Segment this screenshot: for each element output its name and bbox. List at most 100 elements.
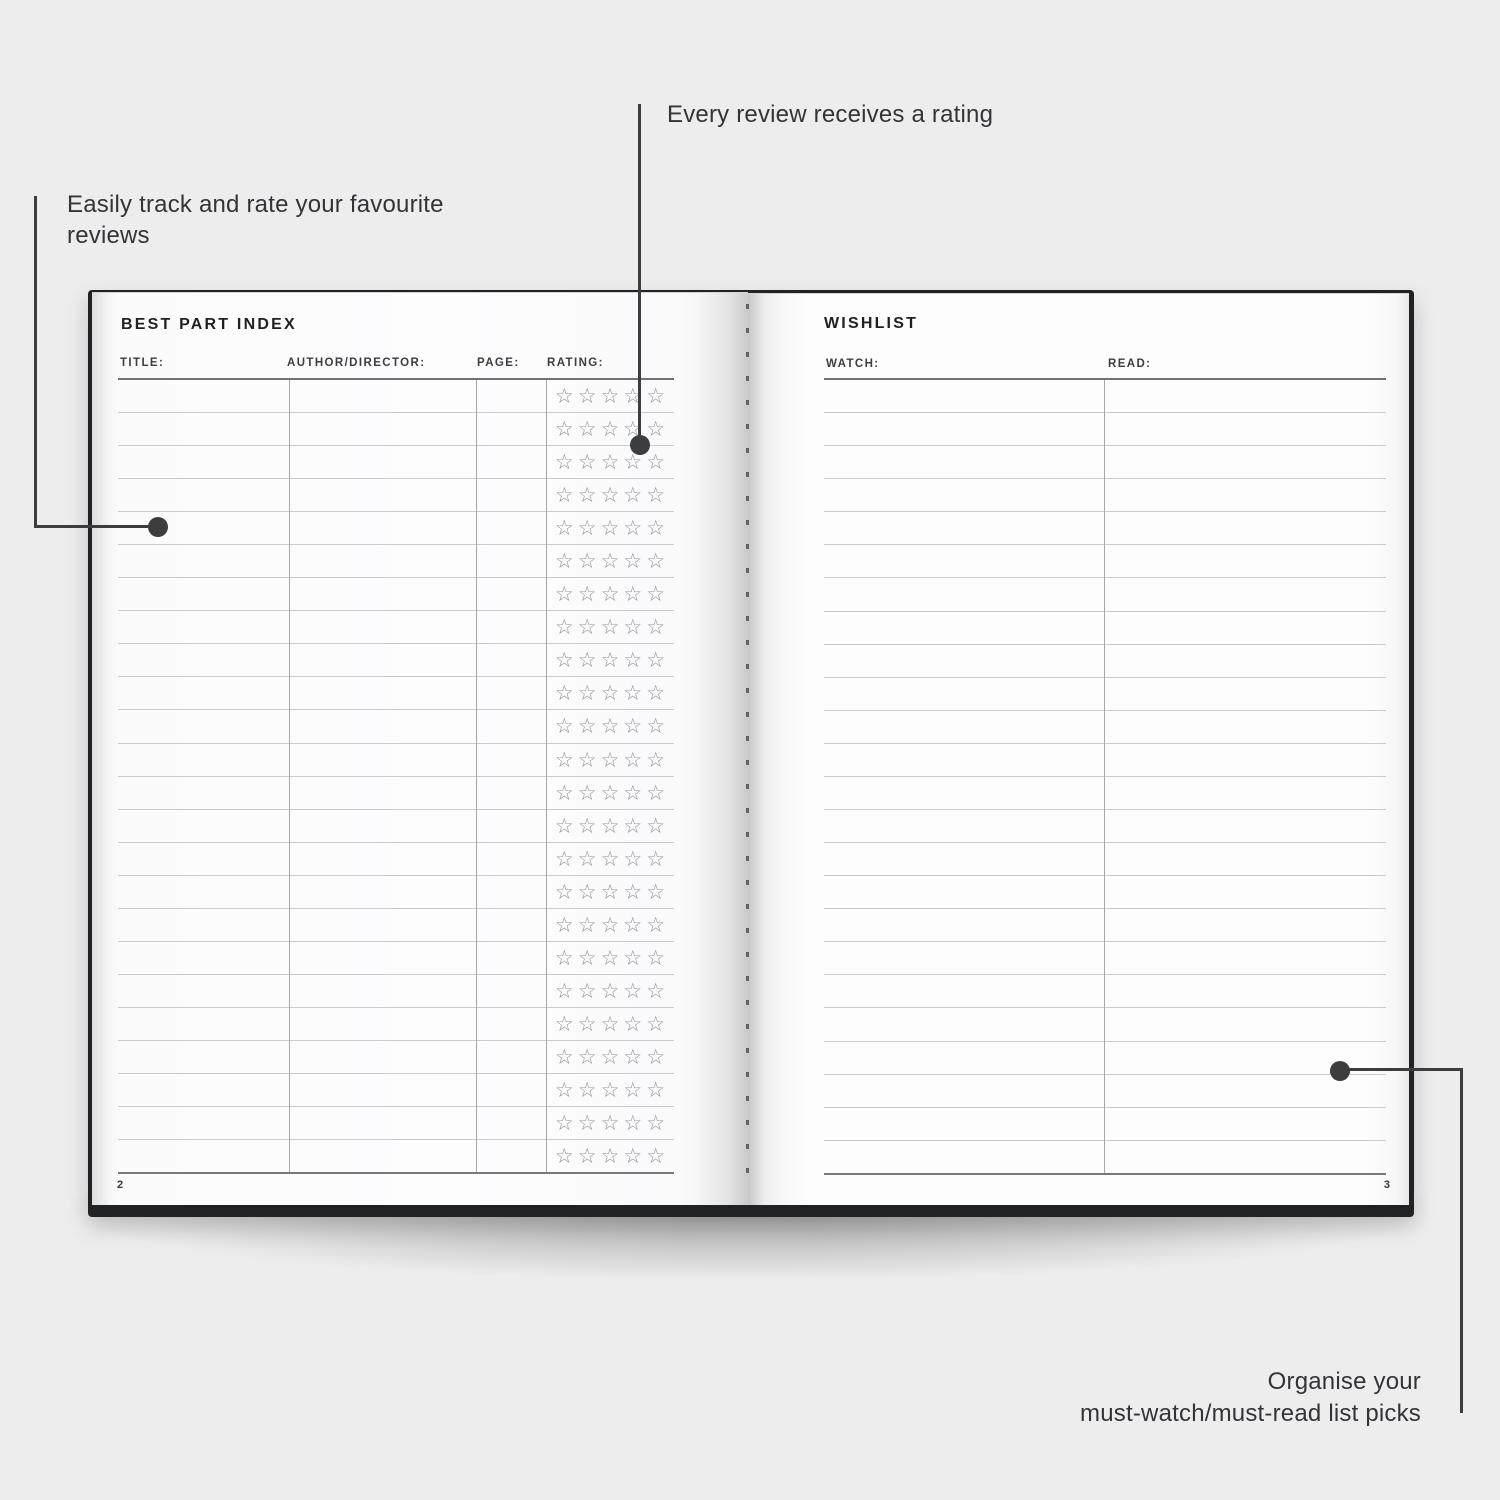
rating-stars: ☆☆☆☆☆ [554, 450, 670, 475]
table-row: ☆☆☆☆☆ [118, 810, 674, 843]
page-title: BEST PART INDEX [121, 316, 297, 333]
rating-stars: ☆☆☆☆☆ [554, 1111, 670, 1136]
page-number: 2 [117, 1179, 124, 1191]
rating-stars: ☆☆☆☆☆ [554, 549, 670, 574]
table-row: ☆☆☆☆☆ [118, 644, 674, 678]
table-row: ☆☆☆☆☆ [118, 942, 674, 975]
table-row [824, 1008, 1386, 1042]
rating-stars: ☆☆☆☆☆ [554, 1144, 670, 1169]
table-row [824, 843, 1386, 877]
table-row: ☆☆☆☆☆ [118, 710, 674, 744]
page-edge-shading [92, 293, 110, 1205]
column-divider [546, 380, 547, 1172]
table-row [824, 1075, 1386, 1108]
rating-stars: ☆☆☆☆☆ [554, 681, 670, 706]
rating-stars: ☆☆☆☆☆ [554, 1044, 670, 1069]
rating-stars: ☆☆☆☆☆ [554, 813, 670, 838]
table-row: ☆☆☆☆☆ [118, 446, 674, 480]
column-header-watch: WATCH: [826, 358, 880, 370]
column-header-read: READ: [1108, 358, 1152, 370]
table-row [824, 975, 1386, 1009]
annotation-rating: Every review receives a rating [667, 101, 994, 128]
table-row [824, 612, 1386, 645]
table-row: ☆☆☆☆☆ [118, 1074, 674, 1108]
table-row: ☆☆☆☆☆ [118, 744, 674, 777]
table-row [824, 446, 1386, 480]
table-row: ☆☆☆☆☆ [118, 677, 674, 711]
table-row [824, 413, 1386, 447]
table-row [824, 1141, 1386, 1173]
rating-stars: ☆☆☆☆☆ [554, 978, 670, 1003]
rating-stars: ☆☆☆☆☆ [554, 615, 670, 640]
table-row [824, 479, 1386, 513]
column-divider [476, 380, 477, 1172]
callout-line [34, 525, 152, 528]
table-row [824, 545, 1386, 579]
rating-stars: ☆☆☆☆☆ [554, 1078, 670, 1102]
rating-stars: ☆☆☆☆☆ [554, 714, 670, 739]
annotation-wishlist-line1: Organise your [1267, 1368, 1421, 1395]
table-row: ☆☆☆☆☆ [118, 975, 674, 1008]
annotation-wishlist-line2: must-watch/must-read list picks [1080, 1400, 1421, 1427]
callout-line [638, 104, 641, 445]
callout-dot [148, 517, 168, 537]
table-row [824, 876, 1386, 910]
wishlist-table [824, 378, 1386, 1175]
table-row [824, 512, 1386, 546]
column-divider [289, 380, 290, 1172]
callout-line [1345, 1068, 1463, 1071]
table-row [824, 1108, 1386, 1141]
table-row: ☆☆☆☆☆ [118, 1041, 674, 1074]
gutter-shading [748, 294, 782, 1205]
rating-stars: ☆☆☆☆☆ [554, 747, 670, 772]
rating-stars: ☆☆☆☆☆ [554, 846, 670, 871]
rating-stars: ☆☆☆☆☆ [554, 1011, 670, 1036]
table-row: ☆☆☆☆☆ [118, 777, 674, 810]
rating-stars: ☆☆☆☆☆ [554, 483, 670, 508]
rating-stars: ☆☆☆☆☆ [554, 384, 670, 409]
table-row [824, 678, 1386, 711]
rating-stars: ☆☆☆☆☆ [554, 582, 670, 607]
table-row [824, 909, 1386, 943]
column-header-page: PAGE: [477, 357, 520, 369]
annotation-wishlist: Organise your must-watch/must-read list … [901, 1366, 1421, 1430]
table-row: ☆☆☆☆☆ [118, 1008, 674, 1041]
page-number: 3 [1383, 1179, 1390, 1191]
rating-stars: ☆☆☆☆☆ [554, 945, 670, 970]
table-row: ☆☆☆☆☆ [118, 611, 674, 645]
table-row [824, 645, 1386, 678]
callout-dot [630, 435, 650, 455]
table-row: ☆☆☆☆☆ [118, 380, 674, 414]
table-row [824, 711, 1386, 744]
rating-stars: ☆☆☆☆☆ [554, 516, 670, 541]
column-divider [1104, 380, 1105, 1173]
table-row [824, 942, 1386, 976]
rating-stars: ☆☆☆☆☆ [554, 648, 670, 673]
rating-stars: ☆☆☆☆☆ [554, 912, 670, 937]
table-row [824, 744, 1386, 777]
table-row: ☆☆☆☆☆ [118, 545, 674, 579]
table-row: ☆☆☆☆☆ [118, 876, 674, 909]
column-header-rating: RATING: [547, 357, 604, 369]
column-header-title: TITLE: [120, 357, 165, 369]
table-row [824, 578, 1386, 612]
index-table: ☆☆☆☆☆ ☆☆☆☆☆ ☆☆☆☆☆ ☆☆☆☆☆ ☆☆☆☆☆ ☆☆☆☆☆ ☆☆☆☆☆ ☆☆☆☆☆… [118, 378, 674, 1174]
table-row [824, 777, 1386, 811]
table-row: ☆☆☆☆☆ [118, 1107, 674, 1141]
rating-stars: ☆☆☆☆☆ [554, 879, 670, 904]
callout-dot [1330, 1061, 1350, 1081]
page-title: WISHLIST [824, 315, 919, 332]
table-row: ☆☆☆☆☆ [118, 843, 674, 876]
table-row: ☆☆☆☆☆ [118, 909, 674, 942]
table-row: ☆☆☆☆☆ [118, 578, 674, 612]
callout-line [34, 196, 37, 528]
table-row [824, 1042, 1386, 1075]
callout-line [1460, 1068, 1463, 1413]
right-page: WISHLIST WATCH: READ: 3 [748, 293, 1409, 1205]
table-row [824, 810, 1386, 844]
table-row [824, 380, 1386, 414]
left-page: BEST PART INDEX TITLE: AUTHOR/DIRECTOR: … [92, 292, 748, 1205]
rating-stars: ☆☆☆☆☆ [554, 417, 670, 442]
table-row: ☆☆☆☆☆ [118, 413, 674, 447]
